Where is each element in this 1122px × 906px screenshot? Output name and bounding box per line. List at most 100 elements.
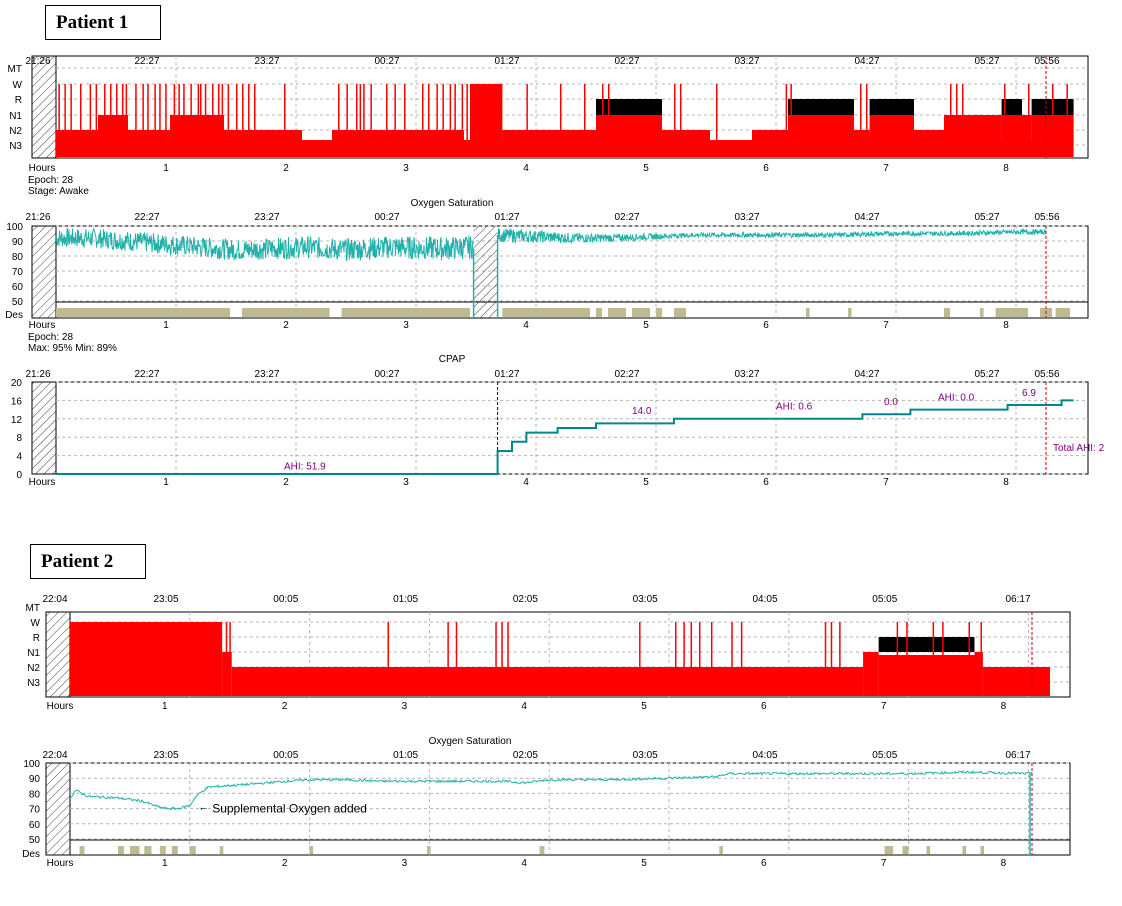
p1-hyp-stage-bar	[518, 130, 596, 157]
p2-hyp-stage-bar	[878, 655, 975, 696]
p1-hyp-stage-bar	[128, 130, 170, 157]
p2-hyp-wake-spike	[839, 622, 841, 696]
p1-hyp-wake-spike	[346, 84, 348, 157]
p2-spo2-time-tick: 03:05	[633, 750, 658, 761]
p1-spo2-ylabel: 50	[12, 297, 24, 308]
p1-spo2-ylabel: 60	[12, 282, 24, 293]
p1-cpap-time-tick: 03:27	[734, 369, 759, 380]
p1-hyp-hour-tick: 6	[763, 163, 769, 174]
p1-hyp-wake-spike	[89, 84, 92, 157]
p1-spo2-time-tick: 21:26	[25, 212, 50, 223]
p1-hyp-wake-spike	[860, 84, 862, 157]
p1-hyp-info: Stage: Awake	[28, 186, 89, 197]
p2-hyp-wake-spike	[639, 622, 641, 696]
p1-cpap-ahi-label: 6.9	[1022, 388, 1036, 399]
p1-hyp-wake-spike	[466, 84, 468, 157]
p1-hyp-wake-spike	[242, 84, 244, 157]
p2-hypnogram-hatch	[45, 611, 71, 698]
p1-cpap-ytick: 4	[16, 452, 22, 463]
p2-spo2-time-tick: 23:05	[153, 750, 178, 761]
p2-hyp-time-tick: 03:05	[633, 594, 658, 605]
p1-hyp-wake-spike	[221, 84, 224, 157]
p1-spo2-info: Epoch: 28	[28, 332, 73, 343]
p1-hyp-wake-spike	[116, 84, 118, 157]
p1-spo2-time-tick: 03:27	[734, 212, 759, 223]
p1-cpap-ahi-label: AHI: 0.0	[938, 392, 975, 403]
p1-hyp-stage-bar	[710, 145, 752, 157]
p1-hyp-wake-spike	[356, 84, 358, 157]
p1-hyp-hour-tick: 3	[403, 163, 409, 174]
p2-des-band	[171, 846, 178, 854]
p1-cpap-ahi-label: 0.0	[884, 397, 898, 408]
p1-hyp-wake-spike	[142, 84, 144, 157]
p1-hyp-time-tick: 05:56	[1034, 56, 1059, 67]
p1-hyp-hour-tick: 4	[523, 163, 529, 174]
p1-hyp-time-tick: 03:27	[734, 56, 759, 67]
p1-hyp-wake-spike	[950, 84, 952, 157]
p2-spo2-time-tick: 05:05	[872, 750, 897, 761]
p2-des-band	[719, 846, 723, 854]
p1-cpap-time-tick: 01:27	[494, 369, 519, 380]
p2-hyp-time-tick: 23:05	[153, 594, 178, 605]
p1-spo2-hour-tick: 6	[763, 320, 769, 331]
p1-hyp-wake-spike	[422, 84, 424, 157]
p1-hyp-wake-spike	[183, 84, 185, 157]
p2-hyp-wake-spike	[980, 622, 982, 696]
p1-hyp-time-tick: 21:26	[25, 56, 50, 67]
p1-hyp-stage-bar	[854, 130, 870, 157]
p1-hyp-wake-spike	[785, 84, 788, 157]
p1-cpap-ahi-label: AHI: 51.9	[284, 461, 326, 472]
p1-spo2-ylabel: 70	[12, 267, 24, 278]
p2-supplemental-oxygen-annotation: Supplemental Oxygen added	[212, 802, 367, 816]
p1-des-band	[806, 308, 810, 317]
p1-des-band	[632, 308, 650, 317]
p1-hyp-wake-spike	[254, 84, 256, 157]
p1-hyp-wake-spike	[716, 84, 718, 157]
p1-spo2-hour-tick: Hours	[29, 320, 56, 331]
p2-des-band	[902, 846, 909, 854]
p2-hyp-wake-spike	[674, 622, 677, 696]
p1-spo2-info: Max: 95% Min: 89%	[28, 343, 117, 354]
p2-hyp-stage-bar	[974, 652, 983, 696]
p1-hyp-rem-bar	[788, 99, 854, 115]
p2-spo2-ylabel: 50	[29, 835, 41, 846]
p1-hyp-wake-spike	[1066, 84, 1068, 157]
p2-des-band	[144, 846, 152, 854]
p1-hyp-wake-spike	[404, 84, 406, 157]
p2-spo2-ylabel: 90	[29, 774, 41, 785]
p1-spo2-ylabel: Des	[5, 310, 23, 321]
p2-des-band	[79, 846, 85, 854]
p1-spo2-hour-tick: 7	[883, 320, 889, 331]
p2-des-band	[926, 846, 931, 854]
p1-hyp-wake-spike	[584, 84, 586, 157]
p2-spo2-hour-tick: 2	[282, 858, 288, 869]
p2-stage-label-n1: N1	[27, 648, 40, 659]
p1-des-band	[608, 308, 626, 317]
p2-spo2-hour-tick: 1	[162, 858, 168, 869]
p2-spo2-title: Oxygen Saturation	[429, 736, 512, 747]
p1-hyp-wake-spike	[159, 84, 161, 157]
p1-cpap-hour-tick: 2	[283, 477, 289, 488]
p1-spo2-time-tick: 02:27	[614, 212, 639, 223]
p1-spo2-ylabel: 80	[12, 252, 24, 263]
p1-hyp-wake-spike	[212, 84, 214, 157]
p2-hyp-stage-bar	[231, 667, 864, 696]
p2-hyp-rem-bar	[878, 637, 975, 652]
patient-1-label: Patient 1	[45, 5, 161, 40]
p2-hyp-stage-bar	[863, 652, 879, 696]
p2-des-band	[129, 846, 140, 854]
p1-hyp-wake-spike	[122, 84, 124, 157]
p2-hyp-wake-spike	[507, 622, 509, 696]
p1-hyp-wake-spike	[70, 84, 72, 157]
p1-spo2-line	[55, 227, 1047, 262]
p2-hyp-time-tick: 06:17	[1005, 594, 1030, 605]
p1-hyp-wake-spike	[449, 84, 452, 157]
p1-spo2-hour-tick: 2	[283, 320, 289, 331]
p2-des-band	[539, 846, 545, 854]
p1-hyp-stage-bar	[752, 130, 788, 157]
p1-spo2-hour-tick: 8	[1003, 320, 1009, 331]
p1-hyp-rem-bar	[869, 99, 914, 115]
p1-hyp-rem-bar	[596, 99, 662, 115]
p1-des-band	[56, 308, 230, 317]
p2-hyp-wake-spike	[225, 622, 228, 696]
